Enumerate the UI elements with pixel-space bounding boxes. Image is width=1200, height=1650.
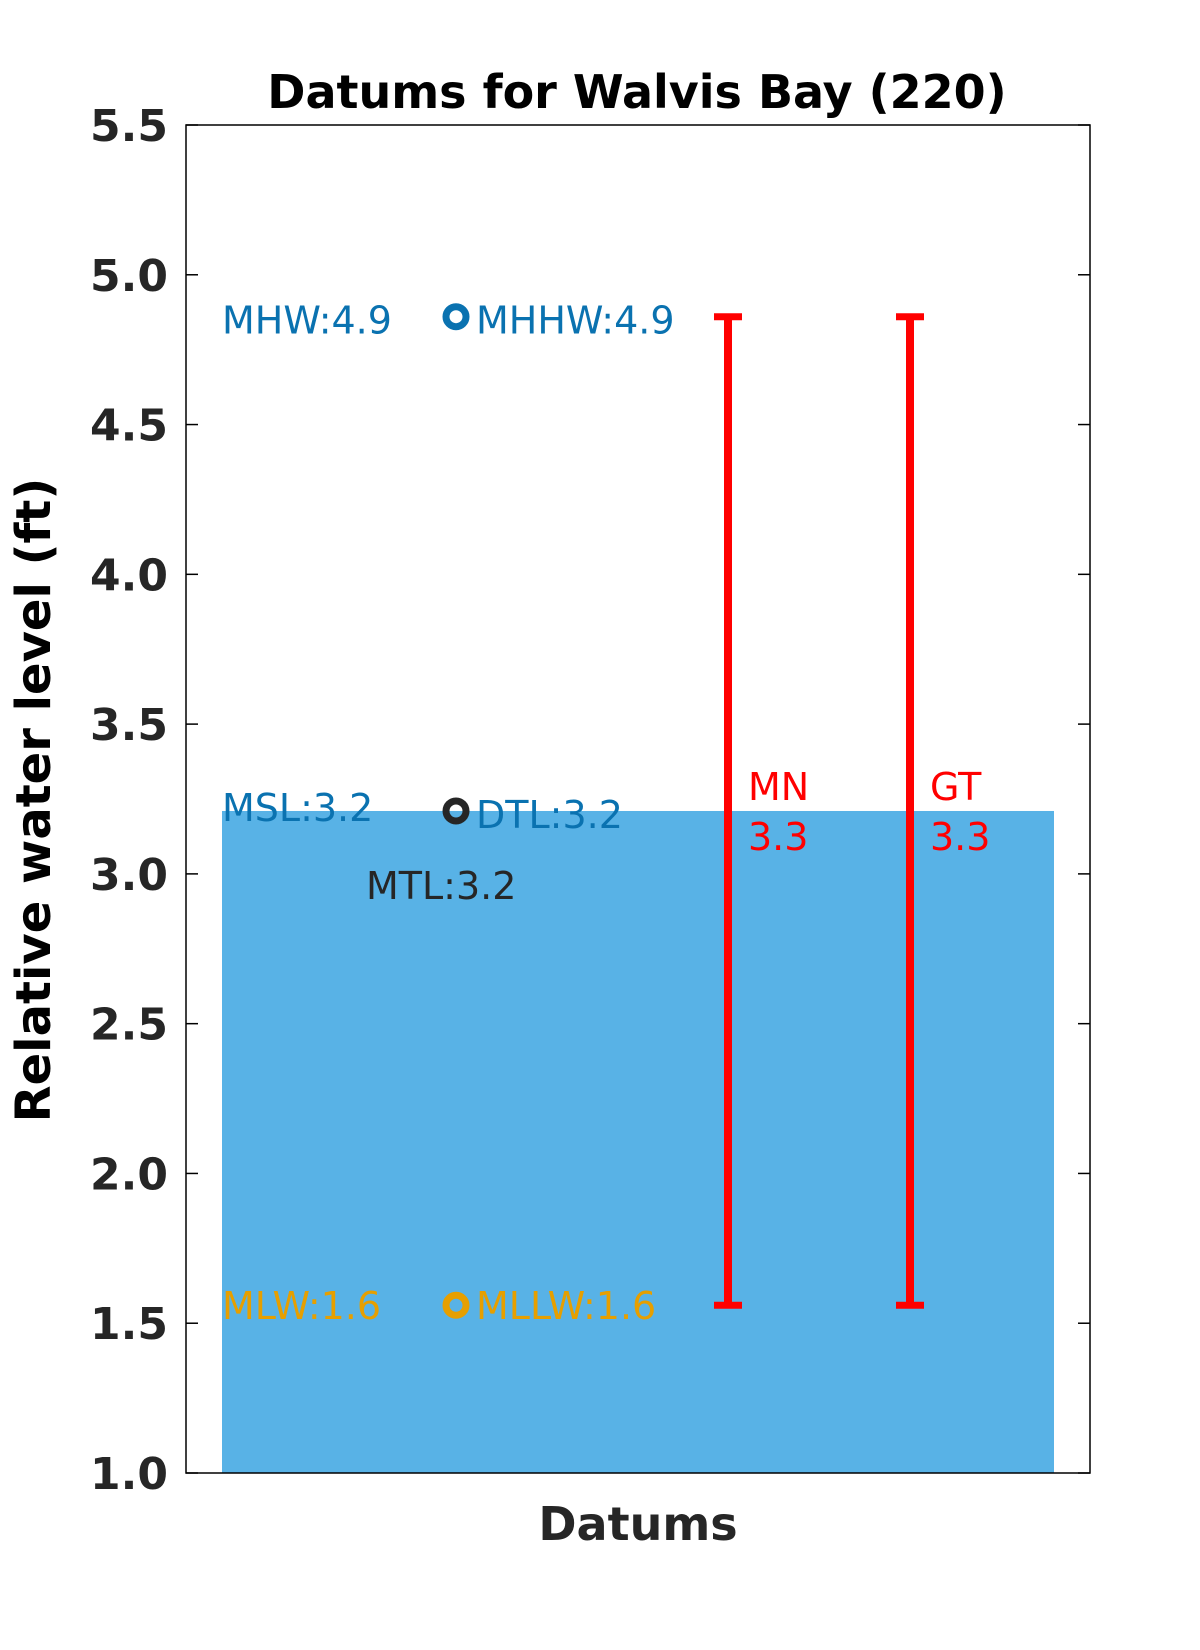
x-axis-label: Datums (538, 1497, 737, 1551)
datum-label: DTL:3.2 (476, 793, 623, 837)
y-tick-label: 2.5 (90, 1000, 168, 1051)
datum-point-marker (442, 1291, 470, 1319)
y-tick-label: 5.0 (90, 251, 168, 302)
chart-title: Datums for Walvis Bay (220) (267, 65, 1006, 119)
y-tick-label: 2.0 (90, 1149, 168, 1200)
y-axis: 1.0 1.5 2.0 2.5 3.0 3.5 4.0 4.5 5.0 5.5 (90, 101, 1090, 1500)
datum-label: MLW:1.6 (222, 1284, 381, 1328)
y-axis-label: Relative water level (ft) (6, 478, 62, 1123)
y-tick-label: 4.5 (90, 401, 168, 452)
range-name-label: GT (930, 765, 982, 809)
y-tick-label: 4.0 (90, 550, 168, 601)
datum-label: MTL:3.2 (366, 864, 516, 908)
y-tick-label: 1.5 (90, 1299, 168, 1350)
y-tick-label: 3.0 (90, 850, 168, 901)
y-tick-label: 5.5 (90, 101, 168, 152)
y-tick-label: 1.0 (90, 1449, 168, 1500)
datum-point-marker (442, 303, 470, 331)
datum-label: MLLW:1.6 (476, 1284, 656, 1328)
mean-level-bar (222, 810, 1054, 1473)
datum-point-marker (442, 797, 470, 825)
plot-area: MHW:4.9 MHHW:4.9 MSL:3.2 DTL:3.2 MTL:3.2 MLW:… (222, 299, 1054, 1473)
datum-label: MSL:3.2 (222, 786, 373, 830)
datum-label: MHHW:4.9 (476, 299, 675, 343)
y-tick-label: 3.5 (90, 700, 168, 751)
plot-frame (185, 124, 1091, 1474)
range-value-label: 3.3 (748, 815, 808, 859)
datum-label: MHW:4.9 (222, 299, 392, 343)
range-value-label: 3.3 (930, 815, 990, 859)
range-name-label: MN (748, 765, 809, 809)
